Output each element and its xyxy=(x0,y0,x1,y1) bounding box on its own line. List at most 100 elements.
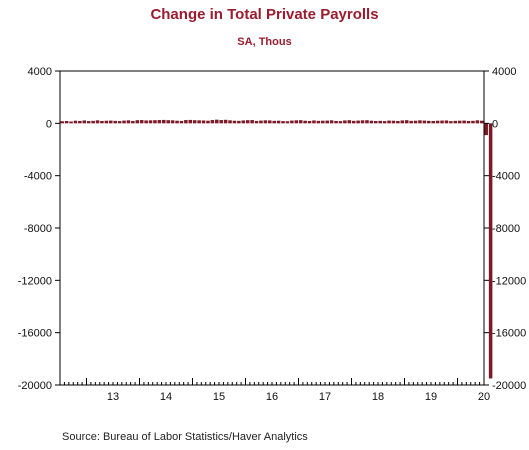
bar xyxy=(162,119,166,124)
y-tick-label-right: -16000 xyxy=(492,328,526,340)
y-tick-label-right: -12000 xyxy=(492,275,526,287)
bar xyxy=(166,120,170,124)
x-axis: 13 14 15 16 17 18 19 20 xyxy=(59,378,490,403)
bar xyxy=(488,123,493,379)
bar xyxy=(201,120,206,124)
x-tick-label: 20 xyxy=(478,391,490,403)
y-tick-label-left: -12000 xyxy=(18,275,52,287)
bar xyxy=(444,120,449,124)
bars xyxy=(60,119,493,379)
bar xyxy=(223,119,228,124)
bar xyxy=(307,120,312,124)
bar xyxy=(73,120,78,124)
y-tick-label-right: -20000 xyxy=(492,380,526,392)
bar xyxy=(431,120,435,124)
bar xyxy=(382,121,387,124)
y-tick-label-right: 4000 xyxy=(492,66,516,78)
bar xyxy=(466,120,471,124)
bar xyxy=(303,120,307,124)
bar xyxy=(86,121,91,124)
x-tick-label: 16 xyxy=(266,391,278,403)
bar xyxy=(409,120,413,124)
bar xyxy=(197,120,201,124)
x-tick-label: 13 xyxy=(107,391,119,403)
bar xyxy=(294,120,299,124)
plot-frame xyxy=(59,70,485,386)
bar xyxy=(184,120,188,124)
bar xyxy=(462,120,466,124)
bar xyxy=(418,120,422,124)
bar xyxy=(215,119,219,124)
bar xyxy=(157,120,162,124)
bar xyxy=(109,120,113,124)
bar xyxy=(484,123,488,136)
bar xyxy=(64,120,69,124)
bar xyxy=(471,120,475,124)
y-tick-label-right: 0 xyxy=(492,118,498,130)
bar xyxy=(82,120,87,124)
bar xyxy=(427,120,431,124)
x-tick-label: 15 xyxy=(213,391,225,403)
bar xyxy=(374,120,378,124)
bar xyxy=(188,119,193,124)
chart-title: Change in Total Private Payrolls xyxy=(150,6,379,23)
x-tick-label: 18 xyxy=(372,391,384,403)
bar xyxy=(139,120,144,124)
y-tick-label-left: -4000 xyxy=(24,171,52,183)
bar xyxy=(440,120,444,124)
bar xyxy=(206,120,210,124)
bar xyxy=(329,120,334,124)
bar xyxy=(210,120,215,124)
bar xyxy=(285,121,290,124)
bar xyxy=(298,120,303,124)
bar xyxy=(219,120,223,124)
bar xyxy=(480,120,484,124)
bar xyxy=(396,120,400,124)
bar xyxy=(113,120,117,124)
bar xyxy=(351,120,356,124)
bar xyxy=(250,120,254,124)
bar xyxy=(325,120,329,124)
chart-subtitle: SA, Thous xyxy=(237,36,292,48)
bar xyxy=(404,120,409,124)
y-tick-label-left: -20000 xyxy=(18,380,52,392)
bar xyxy=(422,120,427,124)
source-note: Source: Bureau of Labor Statistics/Haver… xyxy=(62,431,308,443)
bar xyxy=(338,121,343,124)
bar xyxy=(321,120,325,124)
bar xyxy=(126,120,131,124)
bar xyxy=(290,120,294,124)
bar xyxy=(457,120,462,124)
y-tick-label-left: -16000 xyxy=(18,328,52,340)
x-tick-label: 19 xyxy=(425,391,437,403)
bar xyxy=(153,120,157,124)
bar xyxy=(241,120,246,124)
bar xyxy=(122,120,126,124)
x-tick-label: 17 xyxy=(319,391,331,403)
bar xyxy=(60,121,64,124)
bar xyxy=(272,120,276,124)
bar xyxy=(316,120,321,124)
bar xyxy=(175,120,179,124)
bar xyxy=(334,120,338,124)
bar xyxy=(276,120,281,124)
y-tick-label-left: -8000 xyxy=(24,223,52,235)
bar xyxy=(192,120,197,124)
bar xyxy=(135,120,140,124)
bar xyxy=(148,120,153,124)
bar xyxy=(413,120,418,124)
bar xyxy=(475,120,480,124)
payrolls-bar-chart: 4000 4000 0 0 -4000 -4000 -8000 -8000 -12000 -120… xyxy=(18,66,527,403)
bar xyxy=(91,120,95,124)
bar xyxy=(179,120,184,124)
bar xyxy=(69,121,73,124)
y-tick-label-left: 4000 xyxy=(28,66,52,78)
bar xyxy=(387,120,391,124)
bar xyxy=(356,120,360,124)
bar xyxy=(144,120,148,124)
bar xyxy=(228,120,232,124)
bar xyxy=(78,120,82,124)
bar xyxy=(254,120,259,124)
bar xyxy=(400,120,405,124)
bar xyxy=(365,120,369,124)
